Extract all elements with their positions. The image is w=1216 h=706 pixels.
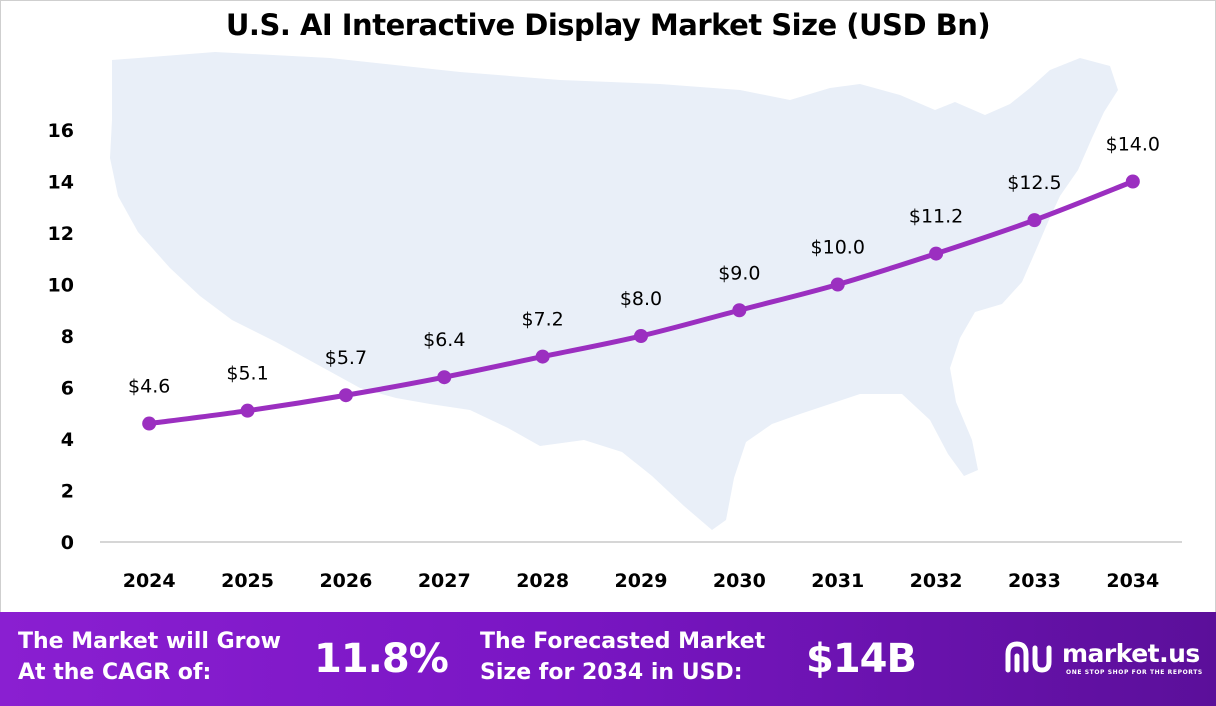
y-tick-label: 2 bbox=[61, 481, 74, 503]
data-point bbox=[830, 277, 845, 292]
forecast-value: $14B bbox=[806, 636, 917, 682]
data-point bbox=[732, 303, 747, 318]
data-point bbox=[338, 388, 353, 403]
data-label: $5.7 bbox=[325, 347, 367, 369]
data-label: $12.5 bbox=[1007, 172, 1061, 194]
forecast-text-line1: The Forecasted Market bbox=[480, 629, 766, 654]
brand-name: market.us bbox=[1062, 639, 1200, 668]
data-label: $14.0 bbox=[1106, 134, 1160, 156]
market-us-logo-icon bbox=[1005, 641, 1052, 673]
y-tick-label: 12 bbox=[48, 223, 74, 245]
y-tick-label: 14 bbox=[48, 172, 74, 194]
data-point bbox=[437, 370, 452, 385]
data-label: $9.0 bbox=[718, 262, 760, 284]
forecast-text: The Forecasted Market Size for 2034 in U… bbox=[480, 626, 765, 688]
x-tick-label: 2034 bbox=[1106, 570, 1159, 592]
us-map-background bbox=[110, 52, 1118, 530]
y-tick-label: 10 bbox=[48, 275, 74, 297]
x-tick-label: 2031 bbox=[811, 570, 864, 592]
data-point bbox=[240, 403, 255, 418]
y-tick-label: 16 bbox=[48, 120, 74, 142]
data-label: $8.0 bbox=[620, 288, 662, 310]
x-axis-ticks: 2024 2025 2026 2027 2028 2029 2030 2031 2032 2033… bbox=[123, 570, 1160, 592]
y-tick-label: 8 bbox=[61, 326, 74, 348]
data-label: $11.2 bbox=[909, 206, 963, 228]
data-labels: $4.6 $5.1 $5.7 $6.4 $7.2 $8.0 $9.0 $10.0 $11.2 $1… bbox=[128, 134, 1160, 398]
y-tick-label: 6 bbox=[61, 378, 74, 400]
brand-logo[interactable]: market.us ONE STOP SHOP FOR THE REPORTS bbox=[1004, 636, 1214, 686]
x-tick-label: 2026 bbox=[319, 570, 372, 592]
cagr-value: 11.8% bbox=[314, 636, 449, 682]
data-point bbox=[535, 349, 550, 364]
x-tick-label: 2032 bbox=[910, 570, 963, 592]
y-tick-label: 4 bbox=[61, 429, 74, 451]
y-axis-ticks: 0 2 4 6 8 10 12 14 16 bbox=[48, 120, 74, 554]
summary-footer: The Market will Grow At the CAGR of: 11.… bbox=[0, 612, 1216, 706]
x-tick-label: 2033 bbox=[1008, 570, 1061, 592]
series-markers bbox=[142, 174, 1140, 431]
data-label: $7.2 bbox=[521, 309, 563, 331]
x-tick-label: 2029 bbox=[615, 570, 668, 592]
data-point bbox=[929, 246, 944, 261]
data-point bbox=[634, 329, 648, 343]
data-point bbox=[1125, 174, 1140, 189]
x-tick-label: 2028 bbox=[516, 570, 569, 592]
y-tick-label: 0 bbox=[61, 532, 74, 554]
data-point bbox=[142, 416, 157, 431]
x-tick-label: 2027 bbox=[418, 570, 471, 592]
data-point bbox=[1027, 213, 1042, 228]
data-label: $4.6 bbox=[128, 376, 170, 398]
x-tick-label: 2024 bbox=[123, 570, 176, 592]
x-tick-label: 2025 bbox=[221, 570, 274, 592]
forecast-text-line2: Size for 2034 in USD: bbox=[480, 660, 743, 685]
data-label: $6.4 bbox=[423, 329, 465, 351]
cagr-text-line1: The Market will Grow bbox=[18, 629, 281, 654]
x-tick-label: 2030 bbox=[713, 570, 766, 592]
brand-tagline: ONE STOP SHOP FOR THE REPORTS bbox=[1066, 669, 1203, 676]
cagr-text-line2: At the CAGR of: bbox=[18, 660, 212, 685]
cagr-text: The Market will Grow At the CAGR of: bbox=[18, 626, 281, 688]
data-label: $10.0 bbox=[811, 237, 865, 259]
chart-title: U.S. AI Interactive Display Market Size … bbox=[225, 8, 991, 42]
data-label: $5.1 bbox=[226, 363, 268, 385]
